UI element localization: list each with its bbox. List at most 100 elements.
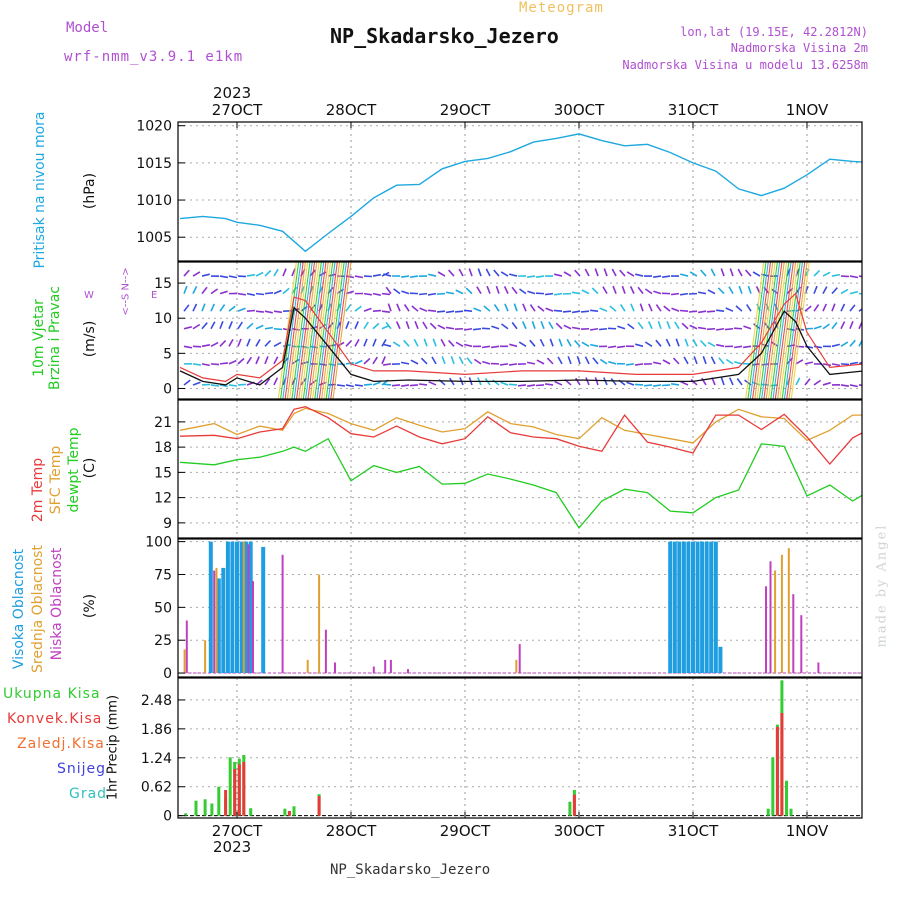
wind-barb [553, 309, 563, 312]
wind-barb [795, 345, 805, 348]
wind-barb [192, 271, 201, 277]
wind-barb [382, 383, 392, 386]
wind-barb [592, 357, 599, 365]
wind-barb [724, 327, 734, 331]
wind-barb [396, 303, 401, 312]
wind-barb [409, 275, 419, 278]
day-label-top: 28OCT [326, 101, 377, 119]
wind-barb [581, 289, 590, 295]
wind-barb [183, 285, 188, 294]
wind-barb [385, 321, 392, 330]
wind-barb [629, 286, 635, 294]
wind-barb [183, 379, 191, 386]
wind-barb [697, 326, 707, 330]
day-label-bottom: 29OCT [440, 822, 491, 840]
wind-barb [458, 268, 464, 277]
wind-barb [201, 322, 208, 330]
wind-barb [464, 343, 473, 348]
wind-barb [445, 291, 455, 295]
wind-barb [738, 285, 743, 294]
wind-barb [718, 357, 725, 365]
wind-barb [535, 275, 545, 278]
wind-barb [639, 303, 644, 312]
wind-barb [282, 287, 290, 295]
wind-barb [840, 288, 849, 295]
wind-barb [458, 356, 464, 365]
precip-legend-hail: Grad [69, 786, 108, 802]
wind-barb [255, 338, 261, 347]
wind-barb [183, 326, 192, 330]
wind-barb [518, 341, 527, 347]
wind-barb [603, 268, 608, 277]
wind-barb [858, 275, 862, 278]
cloud-bar [221, 567, 226, 673]
cloud-bar [235, 541, 239, 673]
wind-barb [291, 268, 296, 277]
wind-streak [277, 262, 297, 399]
wind-barb [450, 356, 455, 365]
wind-barb [804, 361, 813, 365]
wind-barb [545, 307, 554, 312]
ytick-label: 12 [154, 491, 172, 507]
wind-barb [483, 305, 491, 312]
wind-barb [581, 341, 590, 348]
wind-barb [804, 305, 812, 312]
wind-barb [752, 271, 761, 277]
wind-barb [354, 275, 364, 279]
wind-streak [302, 262, 322, 399]
wind-barb [431, 356, 437, 365]
wind-barb [626, 271, 635, 277]
wind-streak [767, 262, 788, 399]
wind-streak [286, 262, 306, 399]
wind-barb [849, 384, 858, 388]
wind-barb [345, 304, 352, 312]
wind-barb [246, 322, 254, 330]
wind-barb [210, 341, 219, 348]
wind-barb [675, 338, 680, 347]
wind-barb [372, 292, 381, 296]
wind-barb [345, 321, 350, 330]
precip-bar [249, 808, 253, 816]
ytick-label: 75 [154, 567, 172, 583]
wind-streak [765, 262, 785, 399]
wind-barb [499, 363, 509, 366]
wind-barb [737, 268, 743, 277]
wind-barb [192, 286, 198, 294]
cloud-bar [691, 541, 695, 673]
wind-barb [849, 361, 859, 365]
wind-barb [599, 307, 608, 312]
wind-barb [466, 357, 473, 365]
wind-barb [336, 363, 346, 366]
wind-barb [420, 357, 428, 365]
wind-barb [619, 269, 626, 277]
panel-frame [177, 538, 863, 678]
wind-barb [702, 356, 707, 365]
wind-streak [777, 262, 797, 399]
wind-barb [831, 343, 840, 348]
wind-barb [428, 273, 437, 277]
wind-barb [219, 362, 228, 365]
wind-barb [831, 287, 838, 295]
wind-barb [381, 292, 391, 296]
wind-barb [665, 338, 671, 347]
wind-barb [264, 339, 272, 347]
wind-barb [697, 291, 707, 295]
cloud-bar [769, 561, 772, 673]
wind-barb [643, 384, 653, 387]
wind-barb [183, 269, 190, 277]
wind-barb [849, 275, 859, 279]
wind-barb [503, 286, 509, 294]
wind-barb [273, 377, 279, 386]
ytick-label: 0 [163, 809, 172, 825]
cloud-bar [261, 546, 266, 674]
wind-streak [289, 262, 309, 399]
wind-barb [463, 309, 473, 312]
wind-barb [557, 356, 563, 365]
wind-barb [481, 345, 491, 349]
wind-barb [273, 268, 279, 277]
wind-streak [770, 262, 790, 399]
wind-barb [554, 380, 563, 386]
ytick-label: 0 [163, 381, 172, 397]
wind-barb [753, 323, 761, 330]
wind-barb [831, 322, 838, 330]
